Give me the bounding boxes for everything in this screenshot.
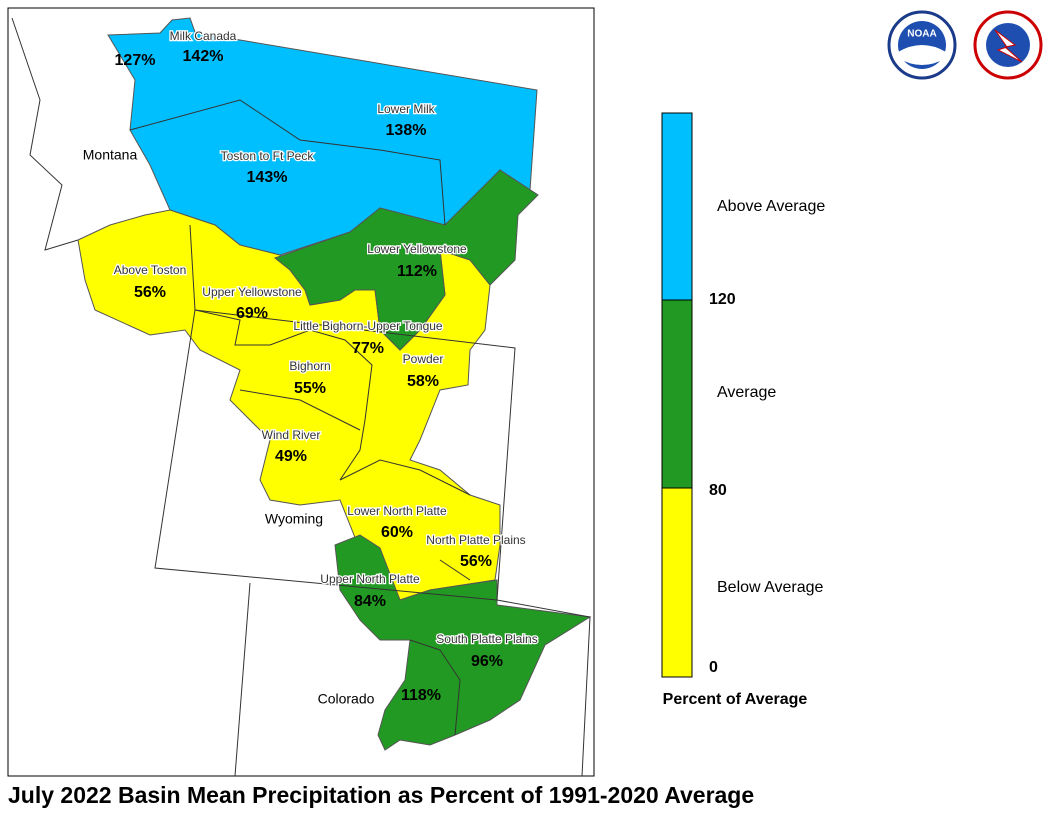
- legend-class: Above Average: [717, 198, 825, 215]
- basin-name: Little Bighorn-Upper Tongue: [293, 319, 443, 333]
- basin-name: North Platte Plains: [426, 533, 525, 547]
- basin-name: Wind River: [262, 428, 321, 442]
- noaa-logo-text: NOAA: [907, 29, 936, 40]
- basin-name: Above Toston: [114, 263, 187, 277]
- basin-value: 56%: [134, 284, 166, 301]
- basin-value: 96%: [471, 653, 503, 670]
- state-border: [154, 309, 591, 777]
- legend-class: Average: [717, 384, 776, 401]
- basin-name: Lower Yellowstone: [367, 242, 467, 256]
- basin-name: Lower North Platte: [347, 504, 447, 518]
- basin-name: Bighorn: [289, 359, 330, 373]
- basin-boundary: [439, 559, 471, 581]
- basin-value: 143%: [247, 169, 288, 186]
- basin-value: 138%: [386, 122, 427, 139]
- state-border: [194, 309, 516, 601]
- basin-boundary: [409, 639, 461, 736]
- basin-name: Upper Yellowstone: [202, 285, 302, 299]
- basin-value: 118%: [401, 687, 441, 704]
- basin-value: 69%: [236, 305, 268, 322]
- basin-value: 58%: [407, 373, 439, 390]
- legend-threshold: 80: [709, 482, 727, 499]
- basin-value: 49%: [275, 448, 307, 465]
- basin-boundary: [189, 224, 373, 481]
- legend-swatch: [661, 299, 693, 489]
- basin-name: Milk Canada: [170, 29, 237, 43]
- legend-swatch: [661, 112, 693, 301]
- basin-value: 56%: [460, 553, 492, 570]
- legend-title: Percent of Average: [663, 691, 808, 708]
- basin-name: Upper North Platte: [320, 572, 420, 586]
- basin-value: 84%: [354, 593, 386, 610]
- basin-area-average: [273, 169, 539, 351]
- basin-value: 127%: [115, 52, 156, 69]
- noaa-logo-bird: [898, 45, 946, 65]
- basin-value: 112%: [397, 263, 437, 280]
- basin-value: 60%: [381, 524, 413, 541]
- basin-value: 142%: [183, 48, 224, 65]
- legend-threshold: 0: [709, 659, 718, 676]
- legend-threshold: 120: [709, 291, 736, 308]
- basin-name: Powder: [403, 352, 444, 366]
- legend-swatch: [661, 487, 693, 678]
- basin-name: Toston to Ft Peck: [221, 149, 315, 163]
- basin-value: 55%: [294, 380, 326, 397]
- legend-class: Below Average: [717, 579, 824, 596]
- state-label: Wyoming: [265, 511, 323, 527]
- state-border: [11, 17, 79, 251]
- state-border: [234, 582, 251, 777]
- basin-name: South Platte Plains: [436, 632, 537, 646]
- basin-boundary: [239, 389, 361, 431]
- basin-name: Lower Milk: [377, 102, 435, 116]
- basin-boundary: [129, 99, 446, 226]
- state-label: Colorado: [318, 691, 375, 707]
- state-label: Montana: [83, 147, 138, 163]
- basin-boundary: [339, 459, 471, 496]
- page-title: July 2022 Basin Mean Precipitation as Pe…: [8, 782, 754, 808]
- nws-logo-bolt: [994, 29, 1023, 63]
- basin-value: 77%: [352, 340, 384, 357]
